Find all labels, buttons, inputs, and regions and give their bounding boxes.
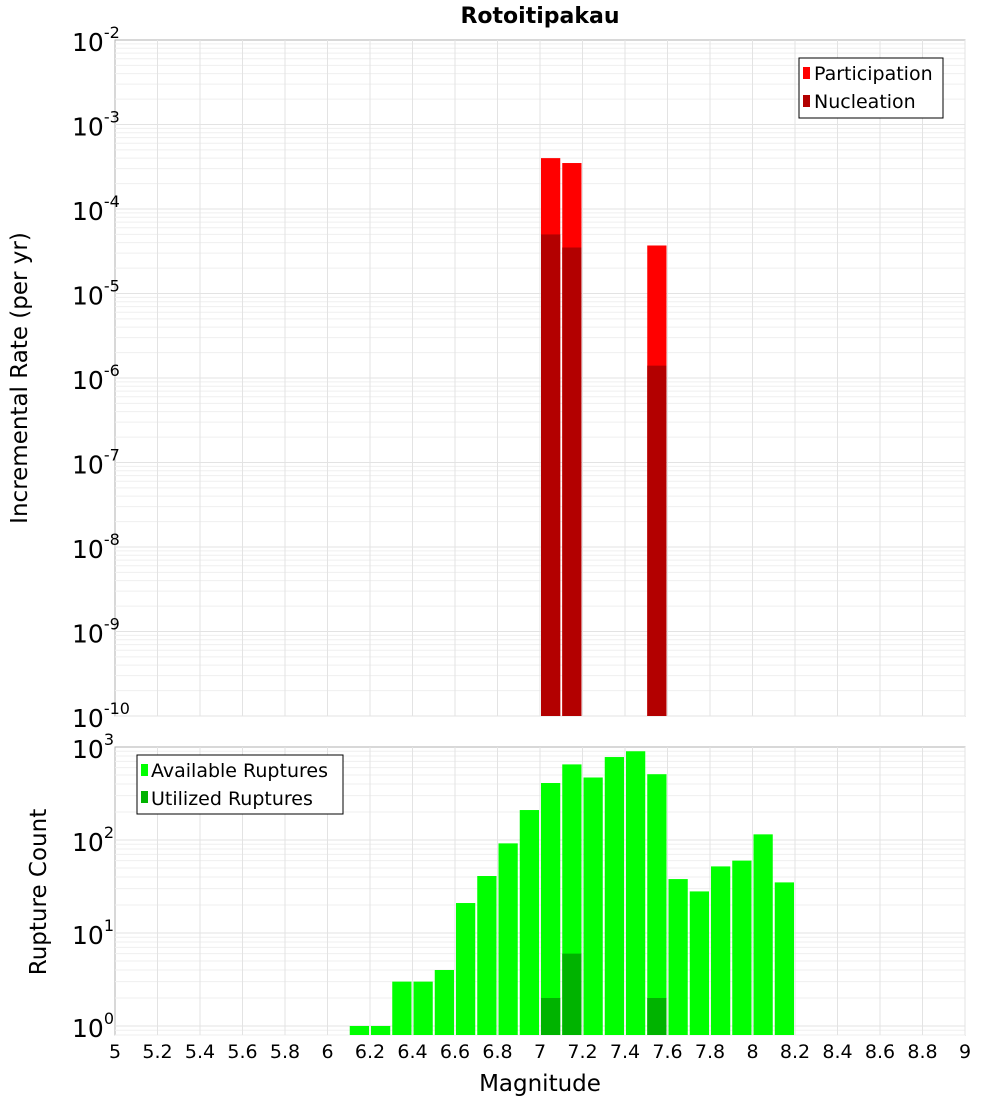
available-ruptures-bar [498,843,518,1035]
top-panel: 10-10 10-9 10-8 10-7 10-6 10-5 10-4 10-3 10-2 In… [7,23,966,733]
available-ruptures-bar [541,783,561,1035]
bottom-y-tick-labels: 100 101 102 103 [72,730,114,1043]
top-y-tick-label: 10-3 [72,108,120,142]
bottom-panel: 100 101 102 103 5 5.2 5.4 5.6 5.8 6 6.2 6.4 6.6 6.8 7… [26,730,971,1097]
x-tick-label: 9 [959,1041,971,1063]
x-tick-label: 6.4 [397,1041,427,1063]
bottom-legend: Available Ruptures Utilized Ruptures [136,754,344,815]
available-ruptures-bar [711,866,731,1035]
top-gridlines [115,40,966,717]
top-y-axis-label: Incremental Rate (per yr) [7,232,33,524]
x-tick-label: 8 [746,1041,758,1063]
legend-swatch-participation [803,67,810,79]
utilized-ruptures-bar [562,953,582,1035]
available-ruptures-bar [647,774,667,1035]
x-tick-label: 7.2 [567,1041,597,1063]
available-ruptures-bar [434,969,454,1035]
bottom-y-tick-label: 100 [72,1009,114,1043]
top-y-tick-label: 10-8 [72,530,120,564]
chart-title: Rotoitipakau [460,4,619,29]
available-ruptures-bar [456,903,476,1035]
available-ruptures-bar [689,891,709,1035]
x-tick-label: 6.2 [355,1041,385,1063]
legend-label-available: Available Ruptures [151,760,328,782]
available-ruptures-bar [668,879,688,1035]
available-ruptures-bar [732,860,752,1035]
x-tick-label: 6 [321,1041,333,1063]
legend-swatch-utilized [141,791,148,803]
top-y-tick-label: 10-7 [72,446,120,480]
legend-swatch-nucleation [803,95,810,107]
nucleation-bar [562,247,582,716]
x-tick-label: 7.4 [610,1041,640,1063]
x-tick-label: 7.8 [695,1041,725,1063]
nucleation-bar [541,234,561,717]
top-y-tick-label: 10-2 [72,23,120,57]
top-y-tick-label: 10-6 [72,361,120,395]
top-y-tick-label: 10-5 [72,277,120,311]
available-ruptures-bar [753,834,773,1035]
legend-label-utilized: Utilized Ruptures [151,788,313,810]
top-y-tick-label: 10-10 [72,699,130,733]
x-tick-label: 5.6 [227,1041,257,1063]
x-tick-label: 7 [534,1041,546,1063]
x-tick-label: 7.6 [652,1041,682,1063]
available-ruptures-bar [604,757,624,1035]
x-tick-label: 5.4 [185,1041,215,1063]
x-tick-label: 5.8 [270,1041,300,1063]
bottom-y-tick-label: 103 [72,730,114,764]
available-ruptures-bar [371,1025,391,1035]
legend-swatch-available [141,764,148,776]
utilized-ruptures-bar [541,997,561,1035]
available-ruptures-bar [349,1025,369,1035]
available-ruptures-bar [774,882,794,1035]
x-tick-label: 6.8 [482,1041,512,1063]
top-bars [541,158,667,717]
x-tick-labels: 5 5.2 5.4 5.6 5.8 6 6.2 6.4 6.6 6.8 7 7.2 7.4 7.6 7.8 8… [109,1041,971,1063]
top-legend: Participation Nucleation [798,57,944,119]
nucleation-bar [647,365,667,716]
legend-label-nucleation: Nucleation [814,91,916,113]
available-ruptures-bar [477,876,497,1035]
x-tick-label: 5 [109,1041,121,1063]
top-y-tick-label: 10-4 [72,192,120,226]
x-tick-label: 8.4 [822,1041,852,1063]
legend-label-participation: Participation [814,63,933,85]
x-tick-label: 6.6 [440,1041,470,1063]
bottom-y-tick-label: 102 [72,823,114,857]
x-tick-label: 8.2 [780,1041,810,1063]
available-ruptures-bar [626,751,646,1035]
bottom-y-axis-label: Rupture Count [26,809,52,975]
available-ruptures-bar [583,777,603,1035]
utilized-ruptures-bar [647,997,667,1035]
available-ruptures-bar [519,810,539,1035]
bottom-legend-box [136,754,344,815]
x-tick-label: 8.8 [907,1041,937,1063]
bottom-bars [349,751,794,1035]
x-tick-label: 8.6 [865,1041,895,1063]
bottom-y-tick-label: 101 [72,916,114,950]
available-ruptures-bar [413,981,433,1035]
top-y-tick-label: 10-9 [72,615,120,649]
top-legend-box [798,57,944,119]
x-tick-label: 5.2 [142,1041,172,1063]
available-ruptures-bar [392,981,412,1035]
x-axis-label: Magnitude [479,1071,601,1097]
